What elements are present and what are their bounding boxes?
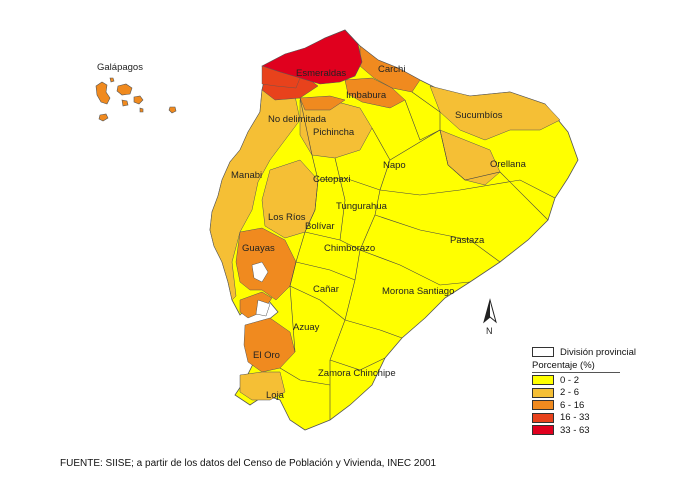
esmeraldas-inner [261, 65, 301, 89]
label-tungurahua: Tungurahua [336, 201, 388, 212]
legend-swatch [532, 425, 554, 436]
legend-item: 33 - 63 [532, 424, 642, 437]
legend-swatch [532, 400, 554, 411]
legend-item: 2 - 6 [532, 387, 642, 400]
legend-swatch [532, 412, 554, 423]
north-arrow-label: N [486, 326, 493, 336]
label-sucumbios: Sucumbíos [455, 110, 503, 121]
legend-item-label: 6 - 16 [560, 399, 585, 411]
label-morona-santiago: Morona Santiago [382, 286, 454, 297]
label-galapagos: Galápagos [97, 62, 143, 73]
legend-swatch [532, 375, 554, 386]
galapagos-islands [95, 77, 177, 122]
label-azuay: Azuay [293, 322, 320, 333]
label-chimborazo: Chimborazo [324, 243, 375, 254]
legend-item-label: 2 - 6 [560, 387, 580, 399]
legend-swatch [532, 387, 554, 398]
label-imbabura: Imbabura [346, 90, 387, 101]
label-carchi: Carchi [378, 64, 405, 75]
label-el-oro: El Oro [253, 350, 280, 361]
label-pichincha: Pichincha [313, 127, 355, 138]
label-napo: Napo [383, 160, 406, 171]
legend-title: Porcentaje (%) [532, 359, 620, 373]
legend-item-label: 33 - 63 [560, 424, 590, 436]
legend-item: 16 - 33 [532, 412, 642, 425]
label-loja: Loja [266, 390, 285, 401]
legend-division-label: División provincial [560, 346, 637, 358]
legend-item-label: 16 - 33 [560, 412, 590, 424]
north-arrow-icon: N [483, 298, 497, 336]
label-no-delimitada: No delimitada [268, 114, 327, 125]
legend-item: 6 - 16 [532, 399, 642, 412]
label-los-rios: Los Ríos [268, 212, 306, 223]
label-orellana: Orellana [490, 159, 527, 170]
map-legend: División provincial Porcentaje (%) 0 - 2… [532, 345, 642, 437]
label-manabi: Manabi [231, 170, 262, 181]
label-cotopaxi: Cotopaxi [313, 174, 351, 185]
source-note: FUENTE: SIISE; a partir de los datos del… [60, 458, 437, 469]
legend-division-swatch [532, 347, 554, 357]
label-zamora-chinchipe: Zamora Chinchipe [318, 368, 396, 379]
legend-item: 0 - 2 [532, 374, 642, 387]
label-bolivar: Bolívar [305, 221, 335, 232]
label-pastaza: Pastaza [450, 235, 485, 246]
place-labels: Galápagos Esmeraldas Carchi Imbabura No … [97, 62, 527, 401]
province-divisions [279, 91, 556, 420]
legend-division-row: División provincial [532, 345, 642, 359]
gulf-water [251, 261, 271, 317]
legend-item-label: 0 - 2 [560, 374, 580, 386]
label-esmeraldas: Esmeraldas [296, 68, 346, 79]
label-guayas: Guayas [242, 243, 275, 254]
label-canar: Cañar [313, 284, 339, 295]
